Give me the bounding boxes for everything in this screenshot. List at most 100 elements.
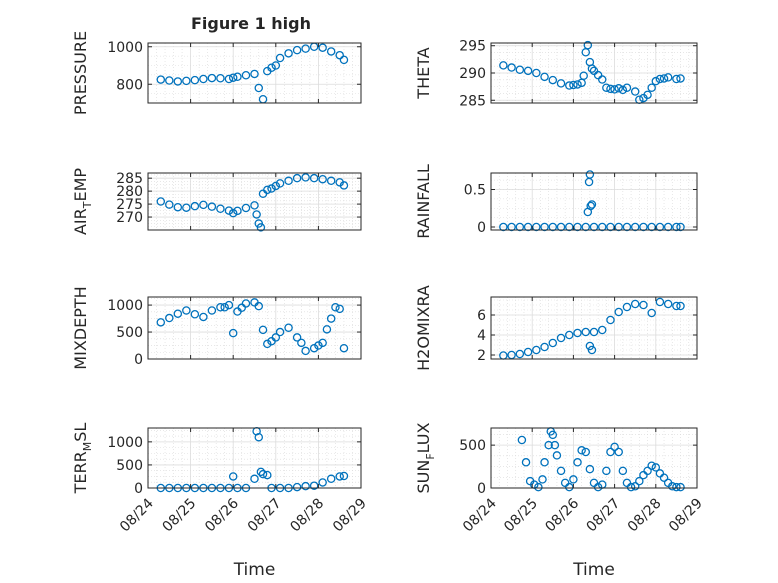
- data-point: [292, 482, 302, 492]
- subplot-mixdepth: 0 500 1000 MIXDEPTH: [71, 286, 362, 370]
- axes-background: [148, 428, 361, 488]
- data-point: [318, 478, 327, 487]
- data-point: [301, 481, 310, 491]
- data-point: [254, 83, 264, 93]
- axes-box: [490, 296, 698, 360]
- data-point: [577, 446, 586, 455]
- data-point: [659, 74, 669, 83]
- data-point: [635, 476, 644, 486]
- data-point: [297, 338, 306, 348]
- data-point: [301, 346, 310, 356]
- y-axis-label: TERRMSL: [71, 423, 94, 495]
- data-point: [275, 53, 285, 63]
- y-tick-label: 500: [459, 438, 486, 454]
- data-point: [597, 222, 607, 232]
- data-point: [314, 341, 323, 350]
- data-point: [275, 327, 285, 337]
- data-point: [630, 299, 640, 309]
- data-point: [335, 304, 344, 314]
- data-point: [610, 85, 619, 94]
- y-tick-label: 6: [477, 308, 486, 324]
- data-point: [190, 75, 200, 85]
- data-point: [626, 482, 636, 492]
- data-point: [517, 435, 527, 445]
- data-point: [573, 458, 582, 467]
- data-point: [182, 306, 191, 315]
- y-axis-label: THETA: [414, 47, 433, 99]
- data-point: [284, 49, 293, 58]
- data-point: [676, 222, 685, 232]
- data-point: [589, 327, 599, 337]
- data-markers: [499, 297, 685, 360]
- axes-background: [148, 43, 361, 103]
- data-point: [618, 85, 628, 95]
- data-point: [569, 475, 578, 484]
- data-point: [292, 333, 302, 342]
- data-point: [256, 223, 266, 232]
- data-point: [602, 83, 611, 92]
- data-point: [606, 315, 615, 325]
- y-tick-label: 4: [477, 328, 486, 344]
- data-point: [156, 75, 166, 84]
- data-point: [585, 464, 595, 474]
- data-point: [618, 466, 628, 476]
- data-markers: [499, 170, 685, 232]
- data-point: [651, 76, 661, 86]
- data-point: [672, 301, 681, 311]
- major-grid: [148, 428, 361, 488]
- data-point: [597, 75, 607, 84]
- data-point: [515, 65, 525, 74]
- data-point: [538, 475, 547, 484]
- y-axis-label: AIRTEMP: [71, 168, 94, 235]
- data-point: [663, 299, 673, 309]
- data-point: [610, 442, 619, 452]
- data-point: [676, 482, 685, 492]
- data-point: [630, 222, 640, 232]
- data-point: [220, 302, 229, 312]
- y-tick-label: 500: [116, 458, 143, 474]
- y-tick-label: 1000: [107, 40, 143, 56]
- data-point: [639, 222, 648, 232]
- data-point: [165, 313, 174, 323]
- data-point: [301, 173, 310, 182]
- data-point: [173, 202, 183, 212]
- axes-box: [490, 172, 698, 231]
- axes-box: [147, 427, 362, 489]
- data-point: [339, 471, 349, 481]
- data-point: [190, 201, 200, 211]
- data-point: [207, 73, 217, 83]
- data-point: [254, 301, 264, 311]
- data-point: [587, 345, 597, 355]
- y-tick-label: 285: [459, 93, 486, 109]
- data-point: [585, 170, 595, 179]
- data-point: [647, 461, 656, 470]
- data-point: [655, 297, 665, 307]
- subplot-rainfall: 0 0.5 RAINFALL: [414, 164, 698, 239]
- major-grid: [148, 297, 361, 359]
- data-point: [271, 181, 281, 191]
- y-tick-label: 2: [477, 348, 486, 364]
- data-point: [548, 75, 558, 85]
- data-point: [587, 64, 597, 73]
- data-point: [581, 447, 591, 457]
- data-point: [668, 482, 677, 491]
- data-point: [224, 300, 234, 310]
- data-point: [216, 74, 225, 83]
- data-point: [326, 314, 336, 323]
- data-point: [499, 61, 508, 70]
- data-point: [267, 63, 276, 73]
- data-point: [614, 307, 623, 317]
- data-point: [540, 72, 549, 82]
- data-point: [622, 83, 632, 92]
- data-point: [156, 197, 166, 206]
- data-point: [165, 200, 174, 209]
- data-point: [515, 349, 525, 359]
- axes-box: [147, 296, 362, 360]
- axes-box: [147, 172, 362, 231]
- data-point: [585, 341, 595, 351]
- data-point: [499, 222, 508, 232]
- data-point: [233, 72, 242, 82]
